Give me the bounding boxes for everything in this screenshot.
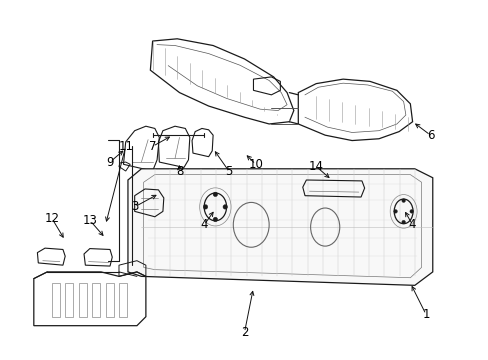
Text: 3: 3	[131, 201, 138, 213]
Text: 13: 13	[82, 214, 97, 227]
Bar	[92, 283, 100, 317]
Circle shape	[409, 210, 413, 213]
Circle shape	[393, 210, 397, 213]
Text: 1: 1	[422, 308, 429, 321]
Text: 11: 11	[118, 140, 133, 153]
Circle shape	[203, 204, 207, 209]
Circle shape	[213, 192, 217, 197]
Text: 8: 8	[176, 165, 183, 177]
Circle shape	[213, 217, 217, 222]
Text: 2: 2	[240, 326, 248, 339]
Bar	[119, 283, 127, 317]
Text: 10: 10	[248, 158, 263, 171]
Text: 7: 7	[148, 140, 156, 153]
Bar	[105, 283, 113, 317]
Text: 6: 6	[426, 129, 433, 142]
Polygon shape	[128, 169, 432, 285]
Text: 4: 4	[408, 218, 415, 231]
Text: 12: 12	[44, 212, 59, 225]
Bar	[79, 283, 86, 317]
Circle shape	[401, 199, 405, 202]
Circle shape	[401, 220, 405, 224]
Text: 9: 9	[106, 156, 114, 168]
Bar	[52, 283, 60, 317]
Circle shape	[223, 204, 227, 209]
Text: 5: 5	[224, 165, 232, 177]
Bar	[65, 283, 73, 317]
Text: 14: 14	[308, 160, 323, 173]
Text: 4: 4	[200, 218, 207, 231]
